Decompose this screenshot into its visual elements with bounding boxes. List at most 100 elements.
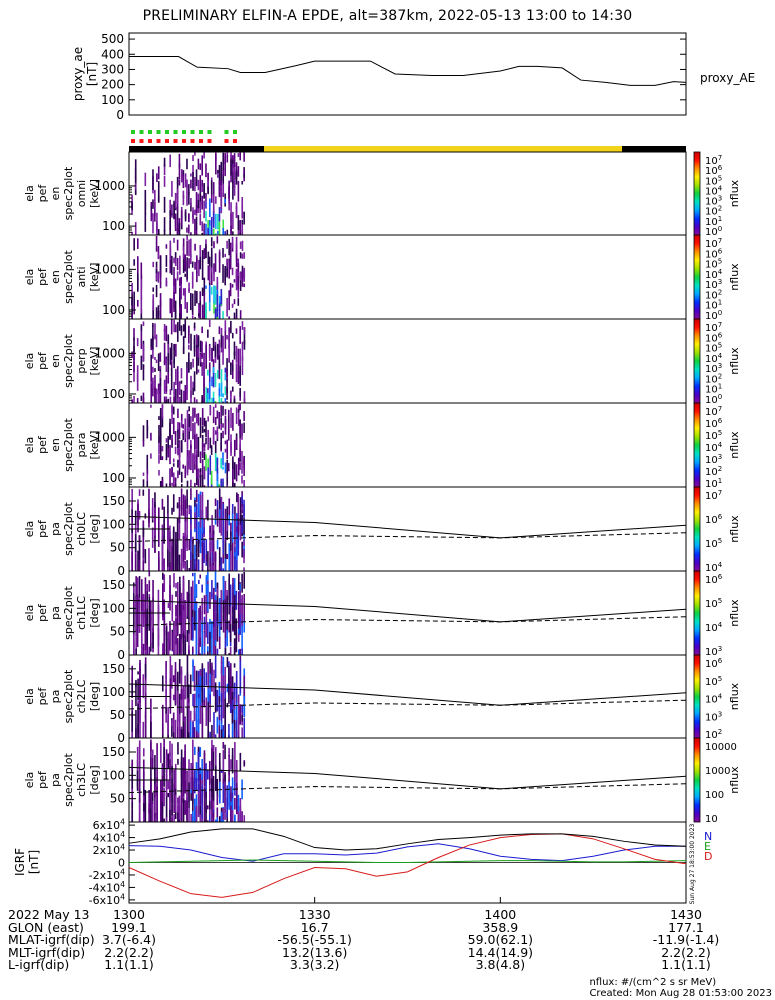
spectrogram-pixel [190,445,192,459]
spectrogram-pixel [205,594,208,638]
spectrogram-pixel [182,685,185,707]
spectrogram-pixel [163,360,166,366]
spectrogram-pixel [203,255,206,260]
spectrogram-pixel [192,739,194,767]
spectrogram-pixel [199,451,202,464]
spectrogram-pixel [217,174,219,178]
spectrogram-pixel [158,416,160,421]
spectrogram-pixel [220,405,222,418]
spectrogram-pixel [201,474,204,487]
spectrogram-pixel [135,634,137,654]
spectrogram-pixel [214,819,217,822]
spectrogram-pixel [201,721,204,738]
spectrogram-pixel [142,795,145,804]
science-zone-marker [190,130,195,134]
spectrogram-pixel [184,288,186,309]
spectrogram-pixel [138,740,141,779]
spectrogram-pixel [140,290,143,300]
spectrogram-pixel [199,213,202,226]
spectrogram-pixel [193,693,196,706]
spectrogram-pixel [224,448,227,453]
spectrogram-pixel [184,600,187,636]
spectrogram-pixel [207,265,210,281]
ephemeris-value: 2.2(2.2) [104,944,154,960]
spectrogram-pixel [159,411,162,418]
spectrogram-pixel [212,367,215,373]
spectrogram-pixel [199,163,202,170]
igrf-side-timestamp: Sun Aug 27 18:53:00 2023 [689,824,696,905]
spectrogram-pixel [148,646,151,655]
spectrogram-pixel [186,800,188,820]
spectrogram-pixel [194,770,196,794]
spectrogram-pixel [136,238,139,249]
spectrogram-pixel [165,444,168,461]
spectrogram-pixel [226,370,228,382]
spectrogram-pixel [186,261,188,280]
spectrogram-pixel [157,607,160,620]
spectrogram-pixel [156,221,158,235]
spectrogram-pixel [186,316,188,319]
spectrogram-pixel [195,169,198,187]
spectrogram-pixel [210,445,213,455]
spectrogram-pixel [199,175,202,193]
spectrogram-pixel [158,565,160,571]
spectrogram-pixel [180,789,183,821]
spectrogram-background [129,152,686,235]
spectrogram-pixel [209,406,212,415]
spectrogram-pixel [174,193,177,209]
spectrogram-pixel [216,588,219,597]
spectrogram-pixel [165,483,168,487]
spectrogram-pixel [209,776,211,815]
ephemeris-label: MLAT-igrf(dip) [8,932,95,948]
spectrogram-pixel [215,152,217,162]
spectrogram-pixel [226,589,228,596]
spectrogram-pixel [212,337,215,351]
spectrogram-pixel [239,152,242,161]
spectrogram-pixel [226,379,228,400]
spectrogram-pixel [197,493,200,518]
colorbar-tick-label: 103 [705,645,722,658]
spectrogram-pixel [152,306,155,319]
spectrogram-pixel [131,683,134,698]
spectrogram-pixel [137,678,139,701]
spectrogram-pixel [157,623,160,640]
spectrogram-pixel [235,316,238,319]
spectrogram-pixel [243,606,246,622]
spectrogram-pixel [165,356,168,361]
spectrogram-pixel [146,585,149,592]
spectrogram-pixel [191,293,194,313]
proxy-ae-frame [128,32,687,116]
spectrogram-pixel [212,809,215,813]
spectrogram-pixel [218,411,221,425]
spectrogram-pixel [176,228,179,235]
spectrogram-pixel [175,324,177,333]
spectrogram-pixel [209,731,211,738]
spectrogram-pixel [235,268,238,280]
spectrogram-pixel [212,416,215,424]
spectrogram-pixel [171,181,173,197]
spectrogram-pixel [197,684,200,695]
colorbar-tick-label: 103 [705,278,722,291]
spectrogram-pixel [205,437,207,445]
spectrogram-pixel [230,801,232,806]
spectrogram-pixel [146,419,149,438]
ephemeris-value: 1.1(1.1) [661,957,711,973]
spectrogram-pixel [184,520,187,560]
spectrogram-pixel [159,270,162,278]
spectrogram-pixel [239,367,241,386]
spectrogram-pixel [182,190,185,206]
panel-ylabel-line: [keV] [88,263,101,292]
spectrogram-pixel [190,292,192,311]
spectrogram-pixel [182,433,184,441]
spectrogram-pixel [188,239,190,257]
spectrogram-pixel [226,335,228,340]
spectrogram-pixel [138,607,141,633]
spectrogram-pixel [224,265,227,286]
spectrogram-pixel [207,678,210,711]
spectrogram-pixel [174,446,177,454]
colorbar-tick-label: 104 [705,693,723,706]
spectrogram-pixel [228,511,231,526]
spectrogram-pixel [212,182,215,196]
